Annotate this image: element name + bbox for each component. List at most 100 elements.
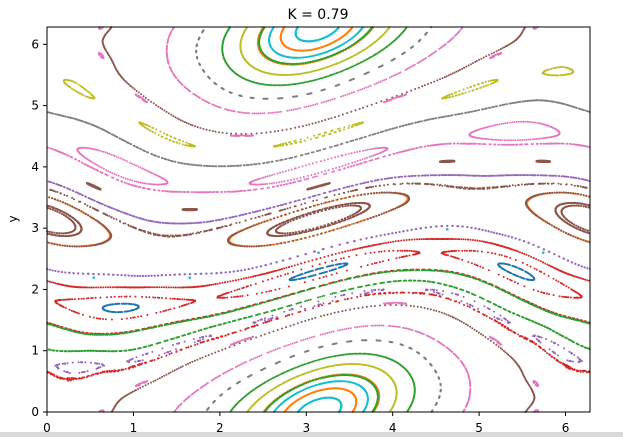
data-point [453, 316, 455, 319]
data-point [255, 336, 258, 339]
data-point [469, 325, 472, 328]
data-point [405, 304, 408, 307]
data-point [120, 75, 122, 78]
data-point [484, 336, 487, 339]
data-point [477, 331, 480, 334]
data-point [453, 71, 456, 74]
data-point [258, 69, 261, 72]
data-point [301, 81, 303, 84]
data-point [344, 94, 347, 97]
data-point [136, 307, 139, 310]
data-point [83, 370, 86, 373]
data-point [301, 125, 304, 128]
data-point [294, 126, 297, 129]
data-point [253, 402, 256, 405]
data-point [342, 265, 345, 268]
data-point [252, 357, 255, 360]
data-point [269, 131, 272, 133]
data-point [305, 124, 308, 127]
data-point [393, 40, 395, 42]
data-point [213, 399, 216, 402]
data-point [68, 372, 71, 374]
data-point [410, 47, 412, 49]
data-point [207, 354, 210, 357]
data-point [300, 72, 302, 75]
data-point [517, 365, 520, 368]
data-point [237, 111, 240, 113]
data-point [183, 340, 186, 343]
data-point [331, 73, 334, 76]
data-point [177, 367, 180, 370]
data-point [225, 32, 228, 35]
data-point [500, 319, 503, 322]
data-point [366, 105, 369, 108]
data-point [134, 360, 137, 363]
data-point [433, 338, 436, 341]
data-point [175, 368, 178, 371]
data-point [326, 365, 329, 368]
data-point [457, 69, 460, 72]
data-point [205, 128, 208, 131]
data-point [78, 372, 81, 374]
data-point [371, 365, 374, 368]
data-point [441, 293, 444, 296]
data-point [413, 305, 415, 308]
data-point [443, 344, 446, 347]
data-point [228, 66, 230, 68]
data-point [264, 367, 267, 370]
data-point [102, 44, 105, 47]
data-point [266, 379, 269, 382]
data-point [240, 111, 243, 114]
data-point [61, 362, 64, 365]
data-point [104, 34, 106, 37]
data-point [537, 339, 540, 342]
data-point [378, 304, 381, 307]
data-point [238, 94, 241, 97]
data-point [293, 341, 296, 344]
data-point [297, 107, 299, 110]
data-point [410, 89, 413, 92]
data-point [86, 370, 89, 373]
data-point [317, 120, 320, 123]
data-point [218, 131, 220, 134]
data-point [104, 305, 107, 307]
data-point [167, 112, 170, 115]
data-point [300, 305, 303, 308]
data-point [235, 132, 237, 135]
data-point [250, 374, 253, 376]
data-point [435, 309, 438, 312]
data-point [293, 354, 296, 357]
data-point [469, 385, 472, 388]
data-point [338, 354, 340, 357]
data-point [423, 307, 426, 309]
data-point [350, 340, 353, 343]
data-point [246, 79, 249, 81]
data-point [321, 120, 323, 122]
data-point [395, 391, 398, 394]
data-point [532, 400, 535, 403]
data-point [395, 394, 398, 396]
data-point [325, 75, 328, 78]
data-point [193, 341, 196, 344]
data-point [201, 68, 204, 71]
data-point [277, 97, 280, 100]
data-point [256, 399, 259, 402]
data-point [165, 373, 168, 376]
data-point [373, 305, 376, 307]
data-point [279, 383, 282, 386]
data-point [372, 324, 375, 327]
data-point [394, 360, 396, 363]
data-point [358, 51, 361, 54]
data-point [221, 348, 224, 351]
data-point [242, 77, 245, 80]
orbit-series [195, 26, 442, 413]
data-point [551, 350, 554, 353]
data-point [578, 361, 580, 363]
data-point [469, 304, 472, 307]
data-point [230, 132, 233, 135]
data-point [439, 390, 442, 393]
data-point [330, 355, 333, 358]
data-point [523, 27, 526, 30]
data-point [340, 95, 343, 98]
